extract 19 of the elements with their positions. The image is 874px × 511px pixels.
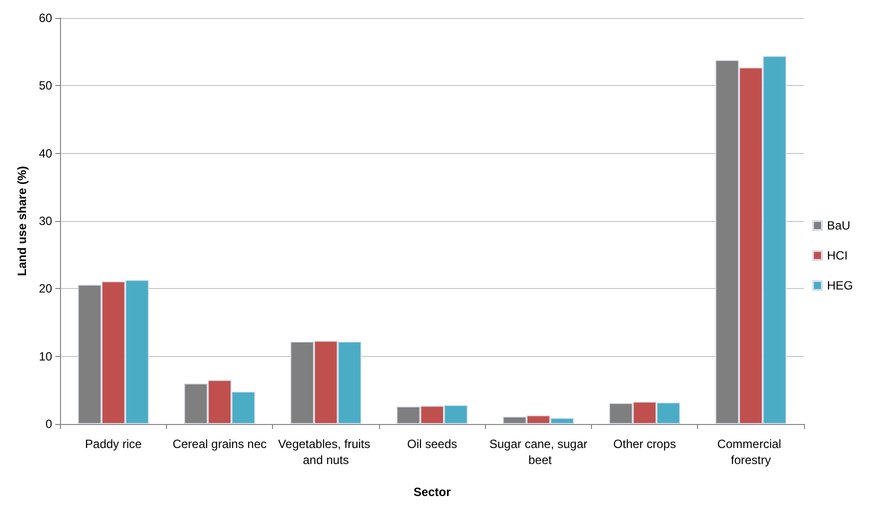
y-axis-title: Land use share (%) — [15, 166, 29, 276]
x-tick-label: Sugar cane, sugar beet — [489, 437, 588, 467]
y-tick-label: 10 — [38, 349, 53, 364]
x-tick-label: Cereal grains nec — [172, 437, 267, 451]
x-tick-label: Commercial forestry — [717, 437, 785, 467]
legend-label: HEG — [826, 278, 854, 292]
x-tick-label: Other crops — [613, 437, 676, 451]
legend-label: BaU — [826, 218, 850, 232]
y-tick-label: 0 — [46, 417, 53, 431]
legend-label: HCI — [826, 248, 848, 262]
y-tick-label: 60 — [38, 11, 53, 25]
y-tick-label: 30 — [38, 214, 53, 228]
x-axis-title: Sector — [413, 485, 452, 499]
x-tick-label: Paddy rice — [85, 437, 142, 451]
x-tick-label: Vegetables, fruits and nuts — [278, 437, 374, 467]
x-tick-label: Oil seeds — [407, 437, 458, 451]
y-tick-label: 50 — [38, 78, 53, 93]
y-tick-label: 40 — [38, 146, 53, 160]
y-tick-label: 20 — [38, 282, 53, 296]
